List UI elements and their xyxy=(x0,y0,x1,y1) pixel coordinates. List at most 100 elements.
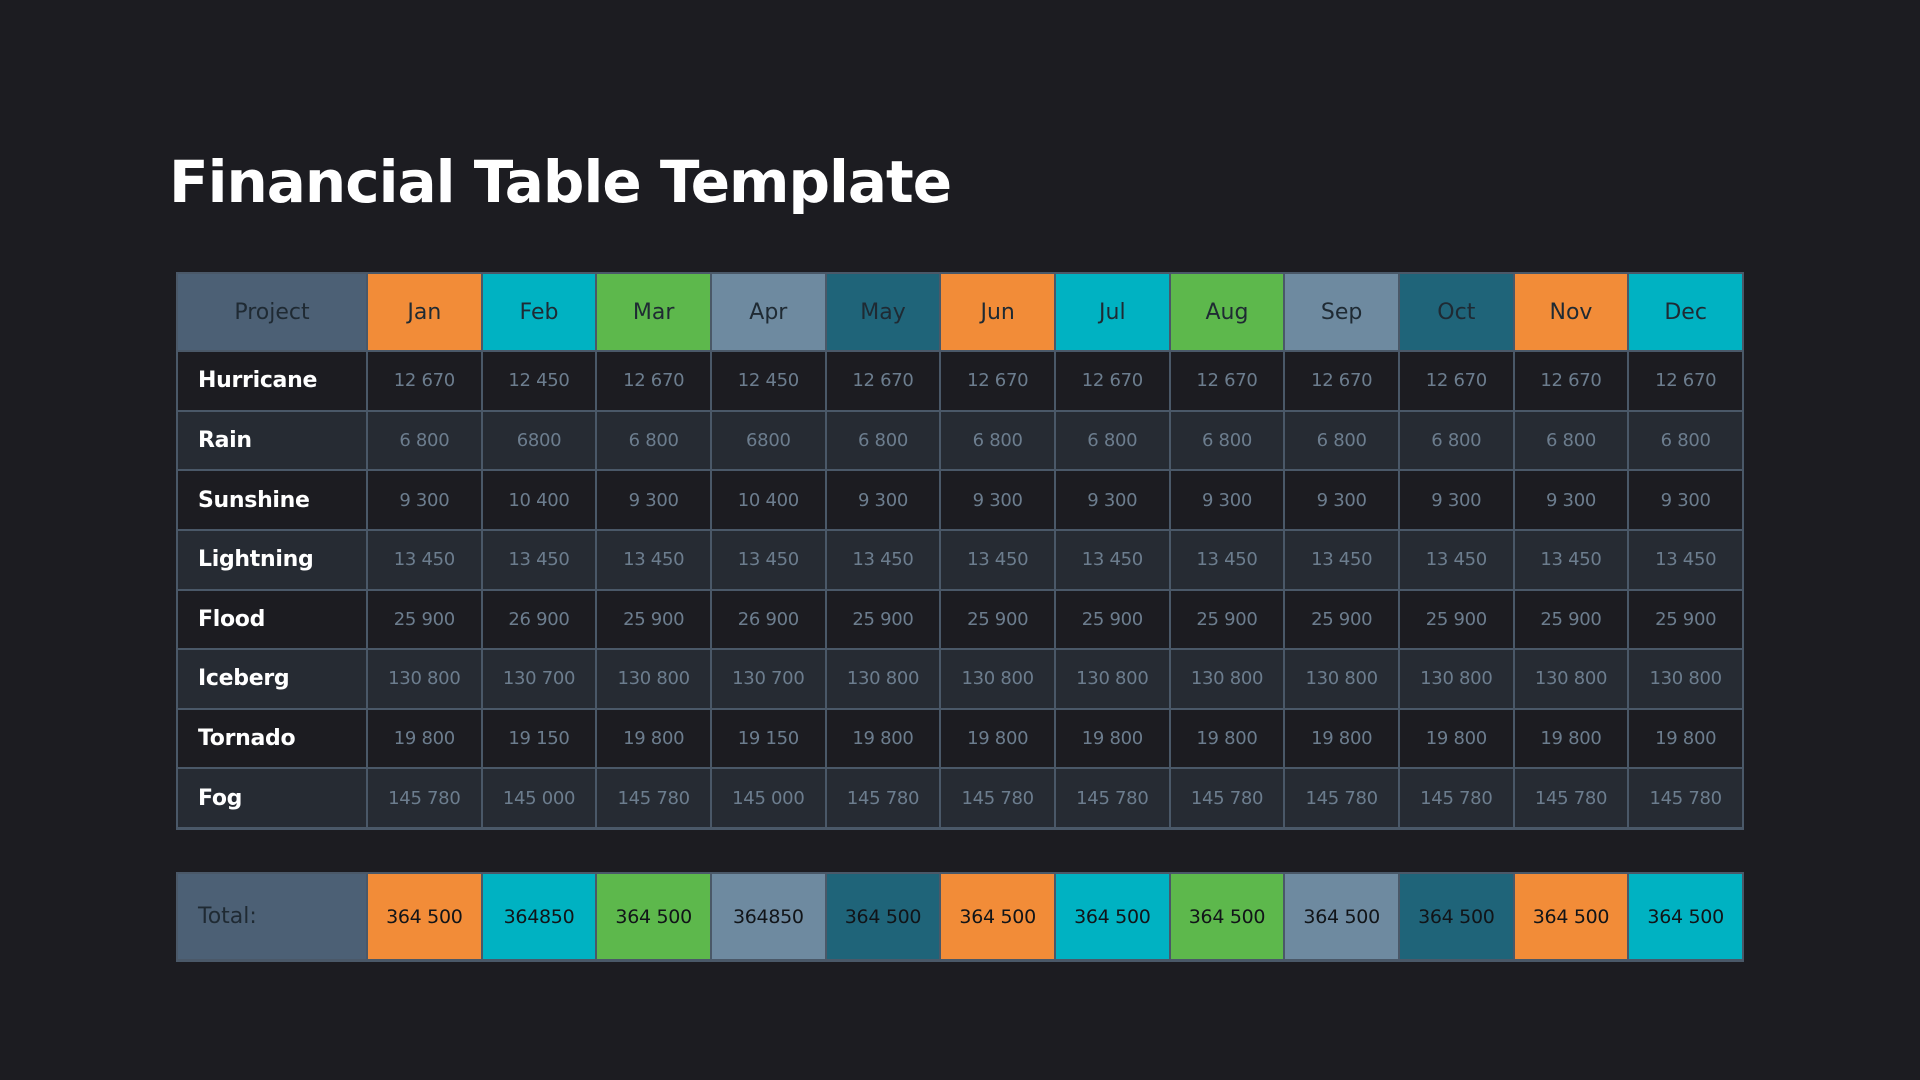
table-cell: 145 780 xyxy=(826,769,940,827)
financial-table: Project Jan Feb Mar Apr May Jun Jul Aug Sep Oct Nov… xyxy=(176,272,1744,830)
table-cell: 12 670 xyxy=(1514,352,1628,410)
table-cell: 130 800 xyxy=(597,650,710,708)
table-cell: 130 800 xyxy=(1170,650,1284,708)
total-cell-mar: 364 500 xyxy=(597,874,710,959)
table-cell: 10 400 xyxy=(711,471,825,529)
total-cell-feb: 364850 xyxy=(482,874,596,959)
table-cell: 25 900 xyxy=(1514,590,1628,649)
table-cell: 12 670 xyxy=(1629,352,1742,410)
total-cell-jan: 364 500 xyxy=(368,874,481,959)
table-cell: 145 780 xyxy=(597,769,710,827)
row-label-lightning: Lightning xyxy=(178,530,366,589)
table-cell: 12 670 xyxy=(1285,352,1398,410)
table-cell: 6 800 xyxy=(1285,411,1398,470)
table-cell: 19 800 xyxy=(1170,709,1284,768)
header-month-nov: Nov xyxy=(1514,274,1628,350)
header-month-may: May xyxy=(826,274,940,350)
table-cell: 19 800 xyxy=(368,709,481,768)
table-cell: 12 670 xyxy=(941,352,1054,410)
table-cell: 13 450 xyxy=(1399,530,1513,589)
header-month-jun: Jun xyxy=(941,274,1054,350)
table-cell: 145 780 xyxy=(941,769,1054,827)
table-cell: 13 450 xyxy=(1514,530,1628,589)
table-cell: 19 150 xyxy=(482,709,596,768)
total-cell-jun: 364 500 xyxy=(941,874,1054,959)
table-cell: 26 900 xyxy=(482,590,596,649)
header-month-sep: Sep xyxy=(1285,274,1398,350)
table-cell: 13 450 xyxy=(597,530,710,589)
table-cell: 9 300 xyxy=(1055,471,1169,529)
table-cell: 145 780 xyxy=(368,769,481,827)
table-cell: 145 780 xyxy=(1629,769,1742,827)
row-label-hurricane: Hurricane xyxy=(178,352,366,410)
table-cell: 9 300 xyxy=(1285,471,1398,529)
table-cell: 19 150 xyxy=(711,709,825,768)
table-cell: 26 900 xyxy=(711,590,825,649)
table-cell: 6 800 xyxy=(597,411,710,470)
table-cell: 9 300 xyxy=(1399,471,1513,529)
table-cell: 145 000 xyxy=(482,769,596,827)
total-cell-sep: 364 500 xyxy=(1285,874,1398,959)
table-cell: 130 800 xyxy=(1285,650,1398,708)
table-cell: 6 800 xyxy=(941,411,1054,470)
table-cell: 25 900 xyxy=(597,590,710,649)
table-cell: 145 780 xyxy=(1399,769,1513,827)
table-cell: 6 800 xyxy=(1170,411,1284,470)
table-cell: 12 670 xyxy=(1399,352,1513,410)
table-cell: 6800 xyxy=(711,411,825,470)
table-cell: 13 450 xyxy=(482,530,596,589)
table-cell: 9 300 xyxy=(1514,471,1628,529)
header-month-jan: Jan xyxy=(368,274,481,350)
total-cell-aug: 364 500 xyxy=(1170,874,1284,959)
table-cell: 6 800 xyxy=(1055,411,1169,470)
table-cell: 145 780 xyxy=(1170,769,1284,827)
table-cell: 25 900 xyxy=(1170,590,1284,649)
table-cell: 130 800 xyxy=(368,650,481,708)
table-cell: 145 780 xyxy=(1285,769,1398,827)
total-cell-apr: 364850 xyxy=(711,874,825,959)
total-cell-dec: 364 500 xyxy=(1629,874,1742,959)
table-cell: 13 450 xyxy=(941,530,1054,589)
table-cell: 130 800 xyxy=(1514,650,1628,708)
table-cell: 9 300 xyxy=(1170,471,1284,529)
table-cell: 19 800 xyxy=(1399,709,1513,768)
table-cell: 6 800 xyxy=(368,411,481,470)
table-cell: 12 670 xyxy=(597,352,710,410)
table-cell: 9 300 xyxy=(1629,471,1742,529)
page-title: Financial Table Template xyxy=(169,148,952,216)
table-cell: 130 800 xyxy=(1055,650,1169,708)
row-label-fog: Fog xyxy=(178,769,366,827)
header-month-jul: Jul xyxy=(1055,274,1169,350)
header-month-dec: Dec xyxy=(1629,274,1742,350)
table-cell: 10 400 xyxy=(482,471,596,529)
table-cell: 9 300 xyxy=(826,471,940,529)
total-cell-jul: 364 500 xyxy=(1055,874,1169,959)
table-cell: 25 900 xyxy=(1629,590,1742,649)
table-cell: 13 450 xyxy=(826,530,940,589)
table-cell: 13 450 xyxy=(368,530,481,589)
table-cell: 145 780 xyxy=(1055,769,1169,827)
table-cell: 130 700 xyxy=(482,650,596,708)
header-month-aug: Aug xyxy=(1170,274,1284,350)
table-cell: 130 800 xyxy=(826,650,940,708)
table-cell: 6 800 xyxy=(1399,411,1513,470)
totals-row: Total: 364 500 364850 364 500 364850 364 500 3… xyxy=(178,874,1742,959)
table-cell: 130 800 xyxy=(941,650,1054,708)
table-cell: 6800 xyxy=(482,411,596,470)
table-cell: 19 800 xyxy=(826,709,940,768)
header-month-apr: Apr xyxy=(711,274,825,350)
total-cell-may: 364 500 xyxy=(826,874,940,959)
table-cell: 9 300 xyxy=(597,471,710,529)
table-cell: 145 780 xyxy=(1514,769,1628,827)
table-cell: 130 800 xyxy=(1399,650,1513,708)
table-cell: 12 670 xyxy=(368,352,481,410)
row-label-sunshine: Sunshine xyxy=(178,471,366,529)
row-label-rain: Rain xyxy=(178,411,366,470)
table-cell: 19 800 xyxy=(1055,709,1169,768)
table-cell: 25 900 xyxy=(1285,590,1398,649)
financial-table-grid: Project Jan Feb Mar Apr May Jun Jul Aug Sep Oct Nov… xyxy=(178,274,1742,827)
table-cell: 13 450 xyxy=(1629,530,1742,589)
table-cell: 25 900 xyxy=(1399,590,1513,649)
table-cell: 19 800 xyxy=(1629,709,1742,768)
table-cell: 19 800 xyxy=(597,709,710,768)
